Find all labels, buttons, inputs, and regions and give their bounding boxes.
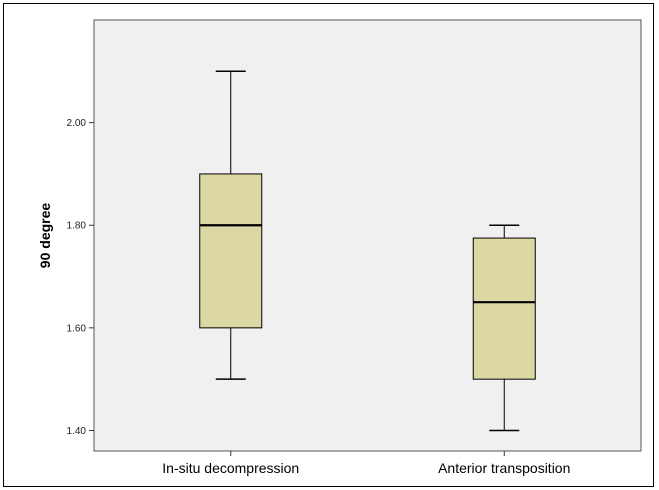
y-tick-label: 1.40: [67, 426, 87, 437]
y-tick-label: 1.60: [67, 323, 87, 334]
y-tick-label: 1.80: [67, 221, 87, 232]
x-category-label: Anterior transposition: [438, 460, 570, 476]
x-axis: In-situ decompression Anterior transposit…: [162, 451, 570, 476]
iqr-box: [199, 173, 263, 329]
box-plot-2: [472, 224, 536, 432]
iqr-box: [472, 237, 536, 380]
y-tick-label: 2.00: [67, 118, 87, 129]
y-axis-title: 90 degree: [37, 203, 53, 269]
plot-area: [93, 19, 642, 452]
box-plot-1: [199, 70, 263, 380]
x-category-label: In-situ decompression: [162, 460, 299, 476]
boxes: [199, 70, 536, 432]
y-axis: 1.40 1.60 1.80 2.00: [67, 118, 94, 437]
